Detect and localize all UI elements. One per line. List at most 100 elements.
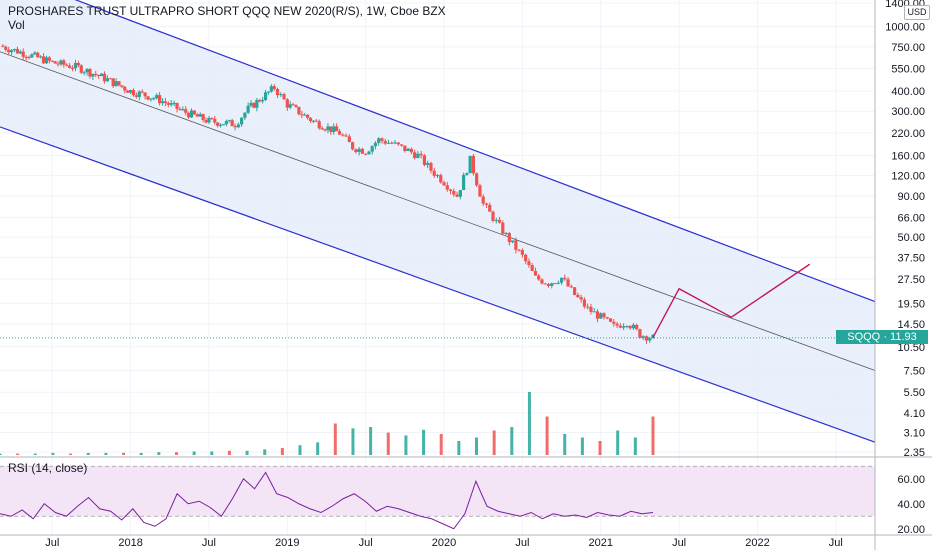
volume-bar bbox=[616, 430, 620, 455]
candle-body bbox=[224, 121, 228, 125]
volume-bar bbox=[122, 452, 126, 455]
candle-body bbox=[210, 117, 214, 119]
candle-body bbox=[70, 68, 75, 70]
candle-body bbox=[76, 63, 80, 66]
candle-body bbox=[216, 122, 220, 126]
rsi-tick-label: 40.00 bbox=[897, 499, 925, 511]
price-tick-label: 750.00 bbox=[891, 42, 925, 54]
price-tick-label: 5.50 bbox=[904, 387, 925, 399]
candle-body bbox=[377, 138, 381, 143]
candle-body bbox=[429, 163, 433, 171]
price-tick-label: 3.10 bbox=[904, 428, 925, 440]
candle-body bbox=[481, 196, 485, 204]
candle-body bbox=[344, 135, 348, 137]
candle-body bbox=[218, 124, 223, 126]
candle-body bbox=[126, 90, 130, 93]
candle-body bbox=[595, 311, 600, 319]
candle-body bbox=[435, 175, 440, 177]
candle-body bbox=[297, 106, 301, 115]
candle-body bbox=[364, 153, 368, 155]
candle-body bbox=[279, 94, 283, 96]
candle-body bbox=[192, 110, 197, 115]
candle-body bbox=[39, 56, 43, 58]
candle-body bbox=[240, 117, 244, 125]
rsi-band bbox=[0, 466, 875, 517]
candle-body bbox=[602, 313, 606, 318]
candle-body bbox=[514, 240, 518, 250]
price-tick-label: 4.10 bbox=[904, 408, 925, 420]
candle-body bbox=[644, 336, 649, 341]
candle-body bbox=[108, 78, 112, 80]
candle-body bbox=[102, 73, 107, 82]
candle-body bbox=[195, 114, 199, 117]
volume-bar bbox=[192, 451, 196, 455]
candle-body bbox=[323, 129, 327, 131]
candle-body bbox=[510, 240, 515, 243]
rsi-tick-label: 60.00 bbox=[897, 474, 925, 486]
candle-body bbox=[599, 313, 603, 319]
candle-body bbox=[252, 102, 256, 108]
candle-body bbox=[189, 110, 194, 118]
volume-bar bbox=[563, 434, 567, 455]
volume-bar bbox=[651, 416, 655, 455]
candle-body bbox=[300, 114, 304, 116]
volume-bar bbox=[457, 441, 461, 455]
volume-bar bbox=[298, 445, 302, 455]
price-tick-label: 300.00 bbox=[891, 106, 925, 118]
candle-body bbox=[114, 81, 118, 87]
candle-body bbox=[458, 190, 462, 197]
candle-body bbox=[383, 140, 387, 144]
candle-body bbox=[540, 279, 544, 284]
candle-body bbox=[341, 134, 345, 136]
candle-body bbox=[589, 306, 593, 312]
candle-body bbox=[187, 112, 191, 118]
candle-body bbox=[152, 98, 156, 100]
candle-body bbox=[285, 99, 289, 108]
candle-body bbox=[123, 86, 127, 91]
candle-body bbox=[641, 336, 645, 338]
price-tick-label: 10.50 bbox=[897, 342, 925, 354]
candle-body bbox=[335, 126, 339, 132]
candle-body bbox=[308, 117, 313, 122]
volume-bar bbox=[510, 427, 514, 455]
price-tick-label: 400.00 bbox=[891, 86, 925, 98]
candle-body bbox=[465, 173, 469, 175]
price-tick-label: 50.00 bbox=[897, 232, 925, 244]
candle-body bbox=[332, 126, 336, 132]
candle-body bbox=[576, 294, 580, 298]
candle-body bbox=[12, 48, 17, 51]
time-tick-label: 2019 bbox=[275, 537, 299, 549]
volume-bar bbox=[227, 450, 231, 455]
candle-body bbox=[249, 102, 253, 106]
price-candles bbox=[0, 43, 875, 344]
candle-body bbox=[559, 277, 564, 283]
volume-bar bbox=[439, 434, 443, 455]
rsi-pane: 60.00 40.00 20.00 bbox=[0, 465, 925, 536]
candle-body bbox=[213, 118, 217, 123]
candle-body bbox=[261, 100, 265, 102]
volume-bar bbox=[369, 427, 373, 455]
price-tick-label: 1000.00 bbox=[885, 22, 925, 34]
candle-body bbox=[592, 311, 596, 313]
price-tick-label: 66.00 bbox=[897, 213, 925, 225]
candle-body bbox=[517, 249, 521, 251]
candle-body bbox=[354, 149, 358, 152]
candle-body bbox=[306, 114, 310, 118]
candle-body bbox=[530, 265, 534, 271]
candle-body bbox=[10, 50, 14, 53]
time-tick-label: Jul bbox=[515, 537, 529, 549]
currency-button[interactable]: USD bbox=[904, 5, 930, 20]
candle-body bbox=[471, 155, 476, 174]
candle-body bbox=[543, 283, 547, 285]
rsi-label: RSI (14, close) bbox=[8, 461, 88, 475]
volume-bar bbox=[598, 441, 602, 455]
candle-body bbox=[178, 108, 182, 110]
candle-body bbox=[169, 103, 173, 105]
candle-body bbox=[491, 211, 495, 221]
volume-bar bbox=[404, 435, 408, 455]
candle-body bbox=[582, 299, 587, 307]
candle-body bbox=[618, 325, 622, 328]
candle-body bbox=[79, 65, 83, 73]
candle-body bbox=[608, 318, 613, 322]
